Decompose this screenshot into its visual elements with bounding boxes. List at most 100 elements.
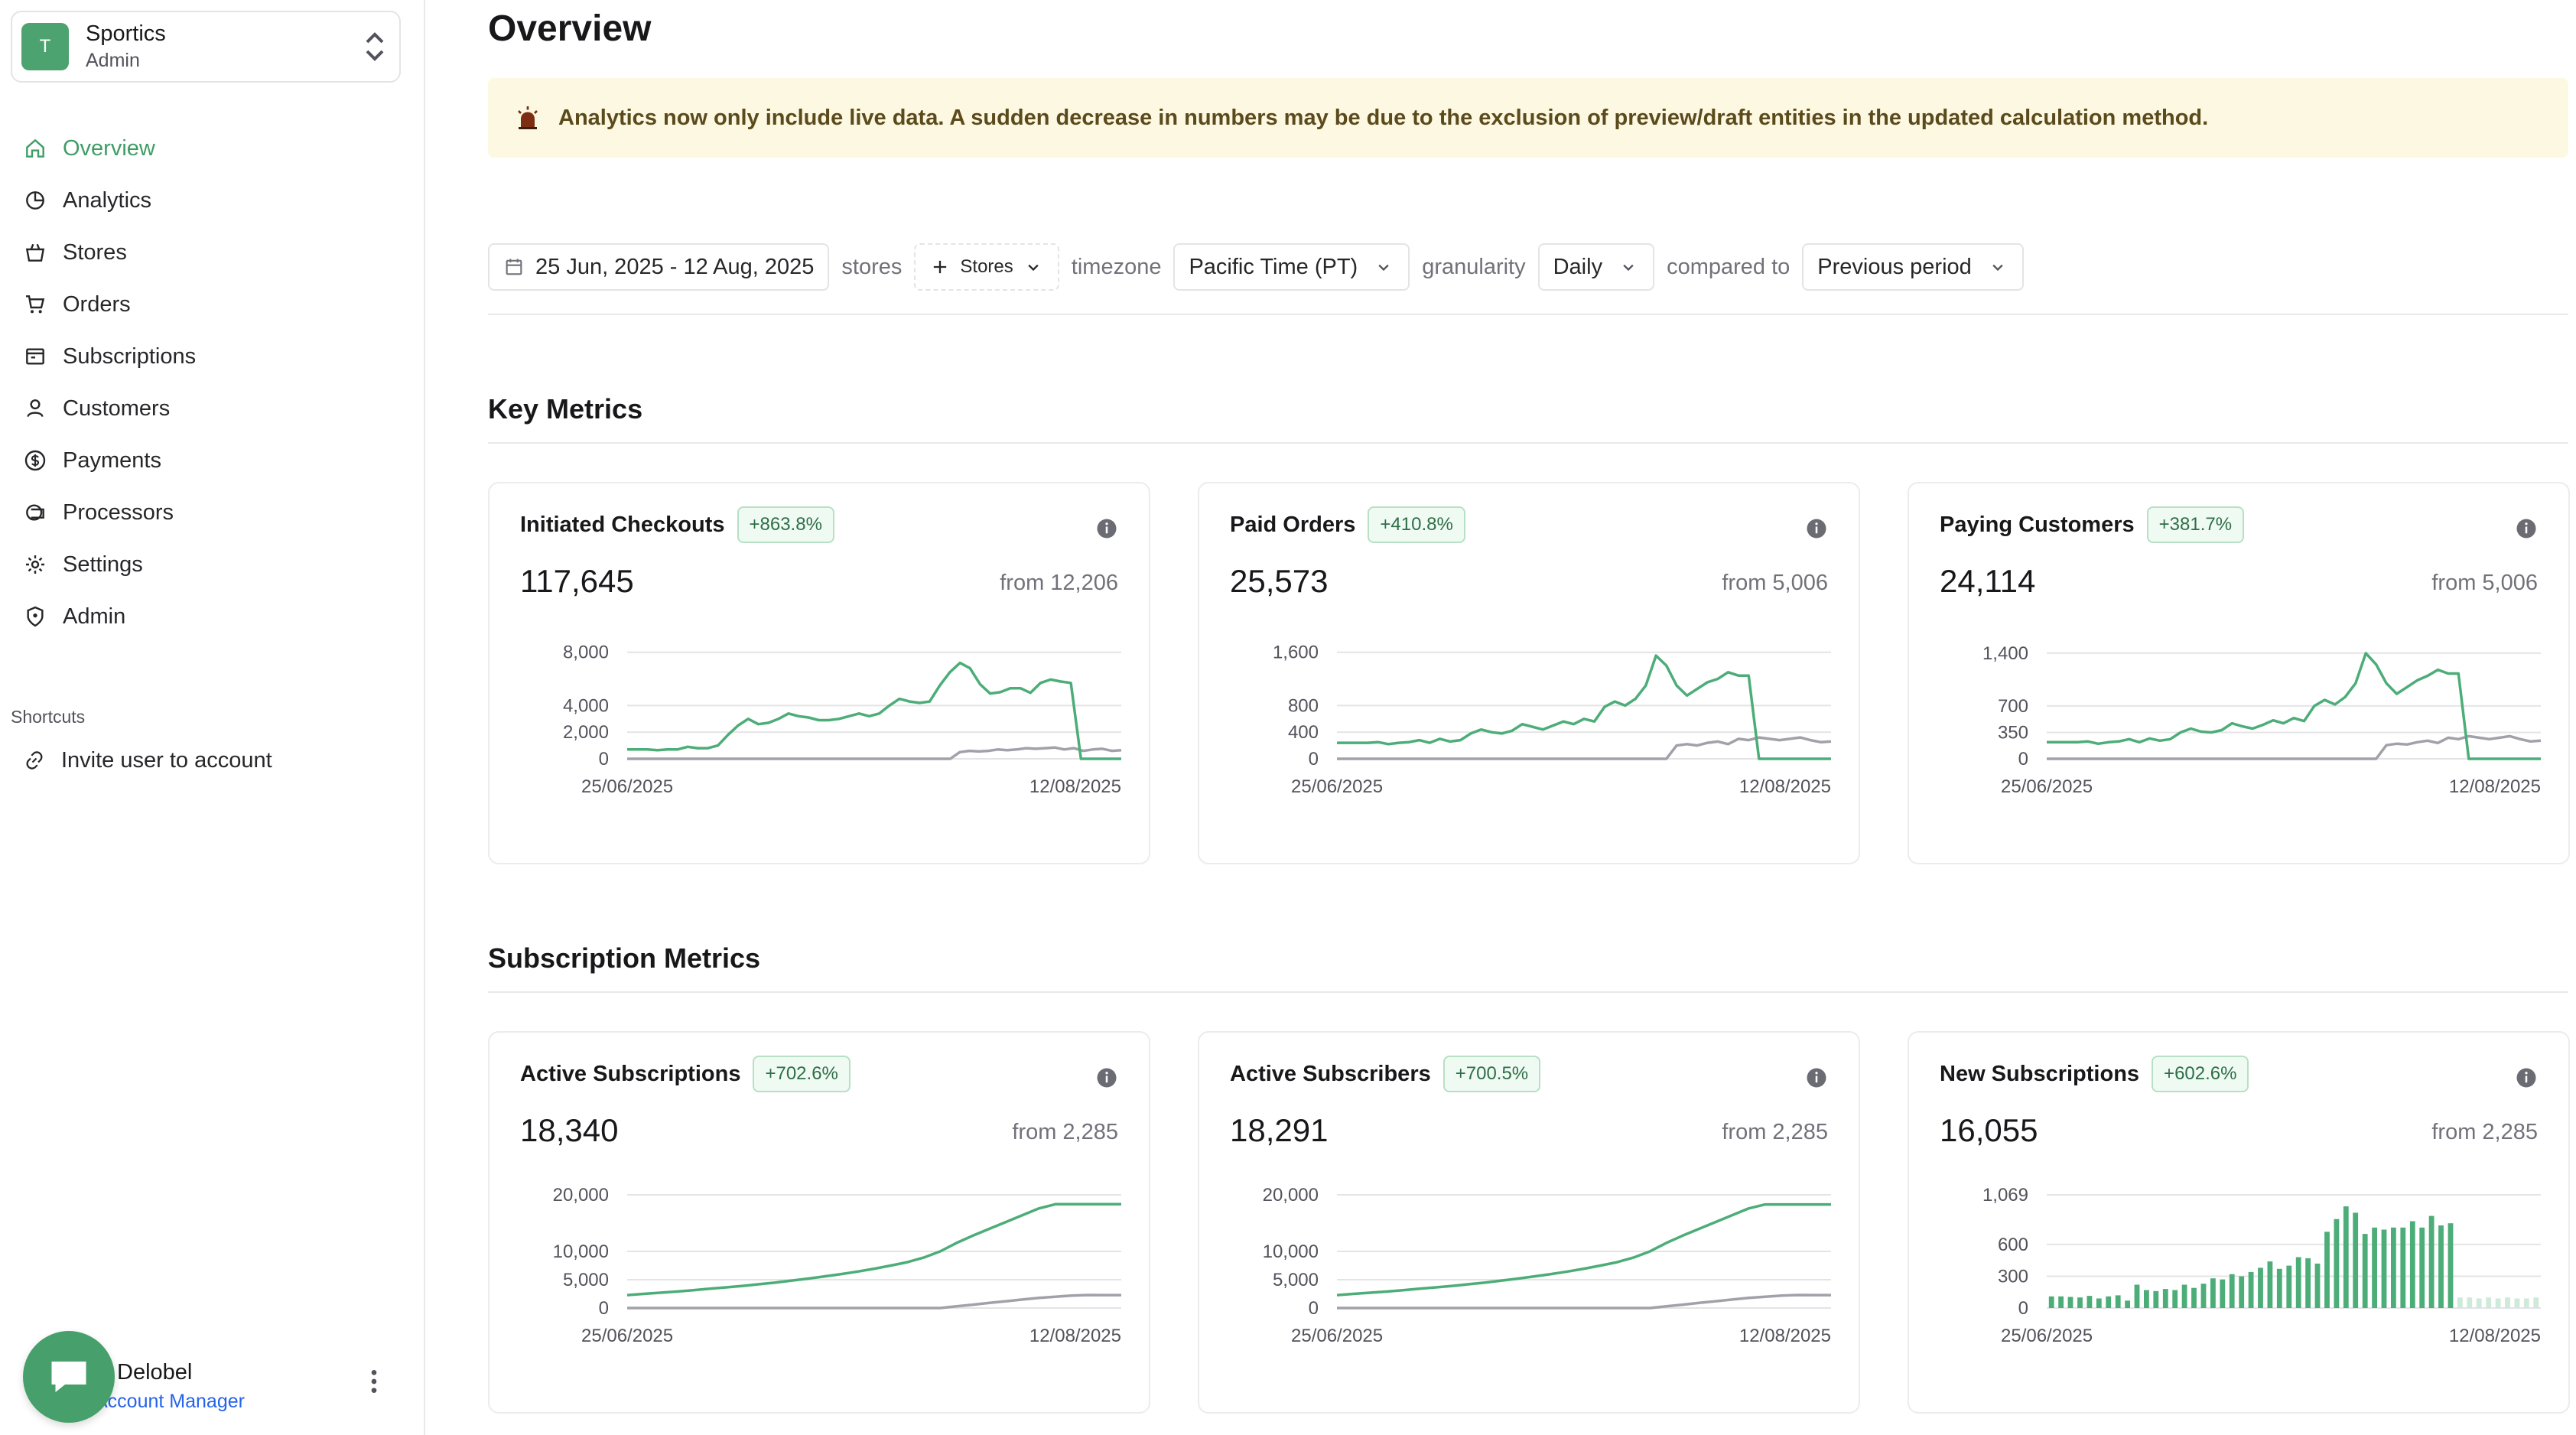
paying-customers-chart: 0 350 700 1,400 25/06/2025 12/08/2025 (1982, 643, 2542, 797)
sidebar-item-stores[interactable]: Stores (0, 226, 425, 278)
sidebar-item-label: Processors (63, 499, 174, 525)
granularity-label: granularity (1422, 254, 1526, 279)
info-icon[interactable] (1095, 517, 1118, 540)
current-bar (2276, 1268, 2282, 1308)
previous-bar (2457, 1297, 2463, 1308)
cart-icon (26, 295, 45, 314)
sidebar: T Sportics Admin Overview Analytics Stor… (0, 0, 425, 1435)
notice-banner: Analytics now only include live data. A … (488, 78, 2568, 158)
org-avatar: T (21, 23, 69, 70)
org-switcher[interactable]: T Sportics Admin (11, 11, 401, 83)
y-tick-label: 0 (1309, 1298, 1319, 1319)
metric-value: 18,291 (1230, 1112, 1329, 1148)
y-tick-label: 0 (599, 749, 609, 770)
current-bar (2305, 1258, 2311, 1308)
sidebar-item-payments[interactable]: Payments (0, 434, 425, 486)
shield-icon (27, 606, 44, 627)
sidebar-item-processors[interactable]: Processors (0, 486, 425, 539)
metric-card-active-subscribers: Active Subscribers +700.5% 18,291 from 2,… (1198, 1031, 1860, 1414)
user-icon (27, 399, 44, 418)
y-tick-label: 300 (1998, 1266, 2028, 1287)
timezone-value: Pacific Time (PT) (1189, 254, 1358, 279)
previous-bar (2467, 1297, 2473, 1308)
sidebar-item-orders[interactable]: Orders (0, 278, 425, 330)
current-bar (2314, 1263, 2321, 1308)
y-tick-label: 600 (1998, 1235, 2028, 1255)
x-start-label: 25/06/2025 (581, 776, 673, 797)
current-bar (2172, 1290, 2178, 1308)
current-bar (2286, 1265, 2292, 1308)
previous-bar (2495, 1298, 2501, 1308)
current-bar (2210, 1278, 2216, 1308)
previous-bar (2533, 1297, 2539, 1308)
y-tick-label: 20,000 (553, 1185, 609, 1206)
current-bar (2229, 1274, 2235, 1308)
current-bar (2428, 1215, 2435, 1308)
link-icon (26, 751, 43, 770)
metric-previous-value: from 5,006 (2431, 571, 2538, 595)
chat-support-button[interactable] (23, 1331, 115, 1423)
current-bar (2162, 1289, 2168, 1308)
user-profile: ic Delobel Account Manager (0, 1320, 425, 1423)
x-start-label: 25/06/2025 (581, 1326, 673, 1346)
timezone-label: timezone (1071, 254, 1162, 279)
current-bar (2134, 1284, 2140, 1308)
metric-card-paid-orders: Paid Orders +410.8% 25,573 from 5,006 0 40… (1198, 482, 1860, 864)
current-bar (2077, 1297, 2083, 1308)
current-bar (2144, 1290, 2149, 1308)
compared-select[interactable]: Previous period (1802, 243, 2024, 291)
sidebar-item-label: Customers (63, 395, 171, 421)
previous-bar (2514, 1298, 2520, 1308)
chevron-down-icon (1992, 264, 2003, 272)
current-series-line (2047, 652, 2541, 760)
x-start-label: 25/06/2025 (1291, 776, 1383, 797)
sidebar-item-label: Payments (63, 447, 161, 473)
sidebar-item-customers[interactable]: Customers (0, 382, 425, 434)
active-subscriptions-chart: 0 5,000 10,000 20,000 25/06/2025 12/08/2025 (553, 1185, 1121, 1346)
change-badge: +700.5% (1442, 1056, 1541, 1092)
metric-value: 25,573 (1230, 563, 1329, 599)
info-icon[interactable] (2515, 1066, 2538, 1089)
y-tick-label: 700 (1998, 696, 2028, 717)
info-icon[interactable] (1805, 1066, 1828, 1089)
current-bar (2048, 1296, 2054, 1308)
sidebar-item-label: Orders (63, 291, 131, 317)
granularity-value: Daily (1553, 254, 1603, 279)
invite-user-link[interactable]: Invite user to account (0, 736, 272, 785)
more-vertical-icon[interactable] (363, 1366, 385, 1397)
change-badge: +381.7% (2146, 506, 2245, 543)
sidebar-item-label: Settings (63, 552, 143, 577)
current-bar (2419, 1227, 2425, 1308)
current-bar (2106, 1296, 2112, 1308)
sidebar-item-label: Overview (63, 135, 155, 161)
x-end-label: 12/08/2025 (2449, 776, 2541, 797)
paid-orders-chart: 0 400 800 1,600 25/06/2025 12/08/2025 (1273, 643, 1832, 797)
sidebar-item-subscriptions[interactable]: Subscriptions (0, 330, 425, 382)
sidebar-item-settings[interactable]: Settings (0, 539, 425, 591)
info-icon[interactable] (1805, 517, 1828, 540)
timezone-select[interactable]: Pacific Time (PT) (1173, 243, 1410, 291)
granularity-select[interactable]: Daily (1537, 243, 1655, 291)
y-tick-label: 1,069 (1982, 1185, 2028, 1206)
metric-value: 18,340 (520, 1112, 619, 1148)
sidebar-item-overview[interactable]: Overview (0, 122, 425, 174)
previous-bar (2486, 1297, 2492, 1308)
chevron-down-icon (1028, 264, 1039, 272)
sidebar-item-analytics[interactable]: Analytics (0, 174, 425, 226)
home-icon (26, 138, 44, 158)
store-icon (25, 243, 45, 262)
sidebar-item-label: Stores (63, 239, 127, 265)
date-range-picker[interactable]: 25 Jun, 2025 - 12 Aug, 2025 (488, 243, 830, 291)
stores-filter-button[interactable]: Stores (914, 243, 1059, 291)
metric-value: 16,055 (1940, 1112, 2038, 1148)
checkouts-chart: 0 2,000 4,000 8,000 25/06/2025 12/08/2025 (563, 643, 1122, 797)
info-icon[interactable] (2515, 517, 2538, 540)
metric-card-new-subscriptions: New Subscriptions +602.6% 16,055 from 2,2… (1908, 1031, 2570, 1414)
info-icon[interactable] (1095, 1066, 1118, 1089)
y-tick-label: 1,600 (1273, 643, 1319, 663)
alarm-icon (518, 106, 538, 129)
sidebar-item-admin[interactable]: Admin (0, 591, 425, 643)
x-start-label: 25/06/2025 (1291, 1326, 1383, 1346)
y-tick-label: 8,000 (563, 643, 609, 663)
y-tick-label: 0 (1309, 749, 1319, 770)
